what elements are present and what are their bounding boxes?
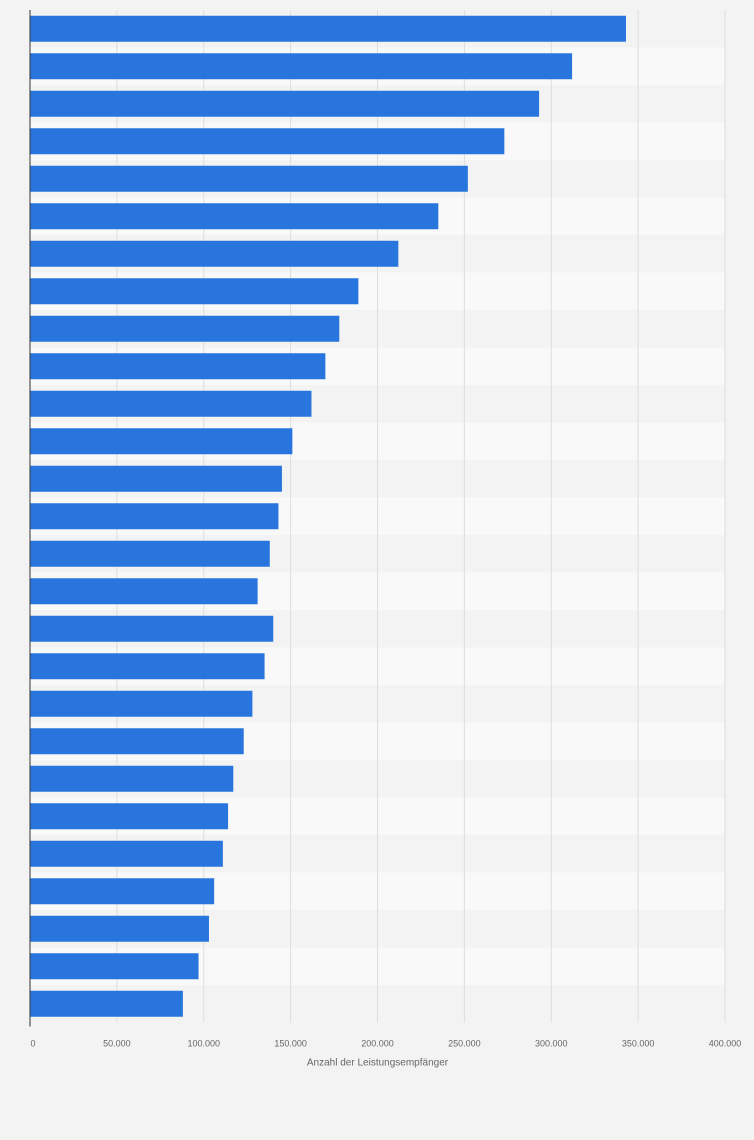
bar[interactable] bbox=[30, 615, 274, 642]
x-tick-label: 200.000 bbox=[361, 1039, 394, 1049]
x-tick-label: 250.000 bbox=[448, 1039, 481, 1049]
bar[interactable] bbox=[30, 203, 439, 230]
bar[interactable] bbox=[30, 840, 223, 867]
x-tick-label: 150.000 bbox=[274, 1039, 307, 1049]
bar[interactable] bbox=[30, 540, 270, 567]
x-tick-label: 100.000 bbox=[187, 1039, 220, 1049]
bar[interactable] bbox=[30, 690, 253, 717]
x-tick-label: 50.000 bbox=[103, 1039, 131, 1049]
bar[interactable] bbox=[30, 765, 234, 792]
x-axis-ticks: 0 50.000 100.000 150.000 200.000 250.000 300.0… bbox=[30, 1039, 741, 1049]
bar[interactable] bbox=[30, 878, 215, 905]
bar[interactable] bbox=[30, 728, 244, 755]
bar[interactable] bbox=[30, 503, 279, 530]
bar[interactable] bbox=[30, 15, 626, 42]
bar[interactable] bbox=[30, 465, 282, 492]
x-axis-title: Anzahl der Leistungsempfänger bbox=[307, 1058, 449, 1069]
bar[interactable] bbox=[30, 90, 540, 117]
bar[interactable] bbox=[30, 578, 258, 605]
bar[interactable] bbox=[30, 165, 468, 192]
bar[interactable] bbox=[30, 315, 340, 342]
bar[interactable] bbox=[30, 240, 399, 267]
bars bbox=[30, 15, 626, 1017]
bar[interactable] bbox=[30, 915, 209, 942]
bar[interactable] bbox=[30, 53, 573, 80]
bar[interactable] bbox=[30, 953, 199, 980]
x-tick-label: 0 bbox=[30, 1039, 35, 1049]
bar[interactable] bbox=[30, 803, 229, 830]
bar[interactable] bbox=[30, 353, 326, 380]
x-tick-label: 400.000 bbox=[709, 1039, 742, 1049]
x-tick-label: 350.000 bbox=[622, 1039, 655, 1049]
bar[interactable] bbox=[30, 128, 505, 155]
bar[interactable] bbox=[30, 278, 359, 305]
bar[interactable] bbox=[30, 990, 183, 1017]
bar[interactable] bbox=[30, 390, 312, 417]
x-tick-label: 300.000 bbox=[535, 1039, 568, 1049]
bar[interactable] bbox=[30, 428, 293, 455]
bar[interactable] bbox=[30, 653, 265, 680]
